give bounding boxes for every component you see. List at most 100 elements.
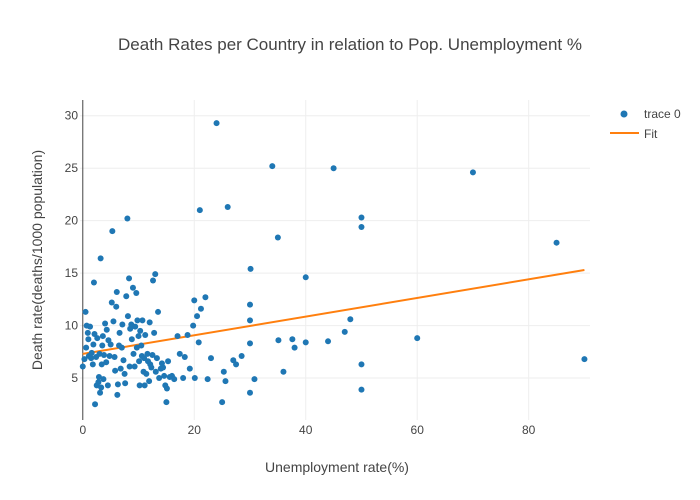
data-point xyxy=(358,361,365,368)
data-point xyxy=(119,321,126,328)
data-point xyxy=(142,332,149,339)
data-point xyxy=(118,344,125,351)
data-point xyxy=(138,342,145,349)
data-point xyxy=(113,289,120,295)
data-point xyxy=(191,375,198,382)
y-tick-label: 25 xyxy=(65,161,79,175)
data-point xyxy=(146,319,153,326)
data-point xyxy=(141,382,148,389)
data-point xyxy=(79,363,86,370)
x-axis-title: Unemployment rate(%) xyxy=(265,459,409,475)
data-point xyxy=(171,376,178,383)
data-point xyxy=(146,378,153,385)
y-tick-label: 5 xyxy=(71,371,78,385)
legend-item-trace-0[interactable]: trace 0 xyxy=(620,107,682,121)
data-point xyxy=(129,284,136,291)
data-point xyxy=(186,365,193,372)
legend-label-trace-0: trace 0 xyxy=(644,107,681,121)
data-point xyxy=(291,344,298,351)
data-point xyxy=(181,354,188,361)
data-point xyxy=(123,293,130,300)
data-point xyxy=(347,316,354,323)
data-point xyxy=(131,363,138,370)
data-point xyxy=(155,308,162,315)
data-point xyxy=(126,275,133,282)
data-point xyxy=(124,313,131,320)
data-point xyxy=(108,299,115,306)
data-point xyxy=(233,361,240,368)
data-point xyxy=(90,279,97,286)
data-point xyxy=(133,344,140,351)
data-point xyxy=(117,365,124,372)
legend[interactable]: trace 0 Fit xyxy=(610,107,681,141)
fit-line xyxy=(82,268,585,355)
data-point xyxy=(90,341,97,348)
data-point xyxy=(149,351,156,358)
data-point xyxy=(153,355,160,362)
data-point xyxy=(151,329,158,336)
data-point xyxy=(194,313,201,320)
data-point xyxy=(104,382,111,389)
data-point xyxy=(247,317,253,324)
data-point xyxy=(109,228,116,235)
data-point xyxy=(136,382,143,389)
data-point xyxy=(87,323,94,330)
legend-item-fit[interactable]: Fit xyxy=(610,127,658,141)
data-point xyxy=(103,326,110,333)
data-point xyxy=(137,327,144,334)
data-point xyxy=(358,223,365,230)
data-point xyxy=(81,356,88,363)
data-point xyxy=(581,356,588,363)
data-point xyxy=(132,323,139,330)
x-tick-label: 20 xyxy=(188,423,202,437)
fit-line-layer xyxy=(82,268,585,355)
data-point xyxy=(160,364,167,371)
data-point xyxy=(82,308,89,315)
x-tick-label: 60 xyxy=(411,423,425,437)
data-point xyxy=(213,120,220,127)
data-point xyxy=(98,384,105,391)
data-point xyxy=(114,391,121,398)
data-point xyxy=(247,301,253,308)
data-point xyxy=(330,165,337,172)
data-point xyxy=(114,381,121,388)
y-tick-label: 20 xyxy=(65,214,79,228)
data-point xyxy=(126,363,133,370)
data-point xyxy=(220,368,227,375)
data-point xyxy=(275,337,282,344)
data-point xyxy=(274,234,281,241)
data-point xyxy=(247,340,253,347)
data-point xyxy=(124,215,131,222)
data-point xyxy=(358,214,365,221)
data-point xyxy=(106,353,113,359)
y-tick-label: 15 xyxy=(65,266,79,280)
data-point xyxy=(136,358,143,365)
data-point xyxy=(95,379,102,386)
data-point xyxy=(135,333,142,340)
data-point xyxy=(83,344,90,351)
data-point xyxy=(88,349,95,356)
data-point xyxy=(163,385,170,392)
data-point xyxy=(103,359,110,366)
data-point xyxy=(121,370,128,377)
data-point xyxy=(202,294,209,301)
data-point xyxy=(92,401,99,408)
data-point xyxy=(222,378,229,385)
data-point xyxy=(196,207,203,214)
data-point xyxy=(190,322,197,329)
data-point xyxy=(156,375,163,382)
y-tick-label: 10 xyxy=(65,319,79,333)
data-point xyxy=(84,329,91,336)
data-point xyxy=(280,368,287,375)
data-point xyxy=(143,370,150,377)
x-tick-label: 0 xyxy=(79,423,86,437)
data-point xyxy=(191,297,198,304)
data-point xyxy=(107,341,114,348)
data-point xyxy=(247,389,253,396)
data-point xyxy=(128,336,135,343)
data-point xyxy=(553,239,560,246)
data-point xyxy=(85,336,92,343)
data-point xyxy=(269,163,276,170)
data-point xyxy=(99,333,106,340)
